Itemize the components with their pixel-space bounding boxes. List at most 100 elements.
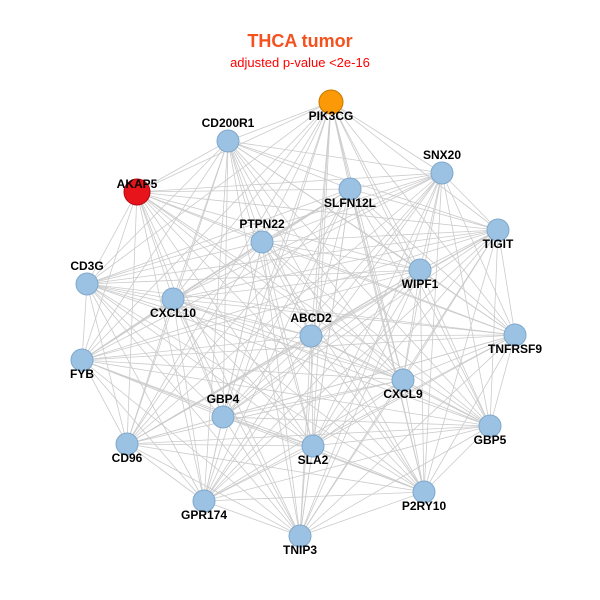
network-edge <box>126 443 301 537</box>
network-edge <box>81 172 443 361</box>
network-edge <box>497 229 516 336</box>
network-edge <box>349 188 425 493</box>
node-label-cd3g: CD3G <box>70 259 103 273</box>
network-edge <box>227 140 443 174</box>
network-edge <box>489 334 516 427</box>
network-edge <box>330 101 499 231</box>
network-edge <box>227 140 491 427</box>
network-edge <box>203 425 491 502</box>
network-edge <box>86 283 224 418</box>
network-edge <box>136 191 404 381</box>
network-edge <box>441 172 491 427</box>
network-edge <box>419 269 491 427</box>
edge-layer <box>81 101 516 537</box>
network-node-cxcl9 <box>391 368 415 392</box>
network-edge <box>261 172 443 243</box>
network-edge <box>136 191 516 336</box>
node-label-slfn12l: SLFN12L <box>324 196 376 210</box>
network-node-cd200r1 <box>216 129 240 153</box>
network-edge <box>349 188 491 427</box>
network-edge <box>222 172 443 418</box>
network-edge <box>402 379 491 427</box>
network-edge <box>203 188 351 502</box>
network-edge <box>312 445 425 493</box>
node-label-p2ry10: P2RY10 <box>402 499 447 513</box>
network-edge <box>126 172 443 445</box>
network-edge <box>402 379 425 493</box>
network-edge <box>172 269 421 300</box>
network-edge <box>126 416 224 445</box>
network-edge <box>172 229 499 300</box>
network-edge <box>172 101 332 300</box>
network-node-cd3g <box>75 272 99 296</box>
network-edge <box>203 101 332 502</box>
network-edge <box>261 241 491 427</box>
network-edge <box>222 416 314 447</box>
network-edge <box>172 172 443 300</box>
network-edge <box>86 229 499 285</box>
network-node-gbp5 <box>478 414 502 438</box>
network-edge <box>261 101 332 243</box>
network-edge <box>227 140 404 381</box>
network-edge <box>172 298 312 337</box>
network-edge <box>349 188 421 271</box>
network-edge <box>136 191 421 271</box>
network-edge <box>299 335 312 537</box>
network-node-tigit <box>486 218 510 242</box>
node-label-tnip3: TNIP3 <box>283 543 317 557</box>
network-edge <box>136 140 229 193</box>
network-edge <box>310 335 314 447</box>
network-edge <box>227 101 332 142</box>
network-edge <box>86 283 205 502</box>
network-edge <box>299 491 425 537</box>
network-node-akap5 <box>123 178 151 206</box>
network-edge <box>203 172 443 502</box>
network-edge <box>81 359 224 418</box>
network-node-ptpn22 <box>250 230 274 254</box>
network-edge <box>222 140 229 418</box>
network-edge <box>81 298 174 361</box>
network-edge <box>86 188 351 285</box>
network-edge <box>136 172 443 193</box>
network-edge <box>222 229 499 418</box>
network-node-gpr174 <box>192 489 216 513</box>
network-edge <box>203 445 314 502</box>
network-node-sla2 <box>301 434 325 458</box>
network-edge <box>261 241 404 381</box>
network-edge <box>126 443 425 493</box>
network-edge <box>222 101 332 418</box>
network-edge <box>86 140 229 285</box>
network-edge <box>136 191 491 427</box>
network-edge <box>172 298 224 418</box>
network-edge <box>312 334 516 447</box>
node-label-sla2: SLA2 <box>298 453 329 467</box>
network-edge <box>81 269 421 361</box>
network-edge <box>419 229 499 271</box>
network-edge <box>222 416 301 537</box>
label-layer: PIK3CG CD200R1 SNX20 AKAP5 SLFN12L PTPN22 TIGI… <box>70 109 542 557</box>
network-node-fyb <box>70 348 94 372</box>
node-label-tnfrsf9: TNFRSF9 <box>488 342 542 356</box>
network-edge <box>222 416 491 427</box>
network-edge <box>172 298 404 381</box>
node-label-cd96: CD96 <box>112 451 143 465</box>
network-edge <box>86 283 174 300</box>
network-edge <box>126 335 312 445</box>
network-edge <box>86 269 421 285</box>
node-layer <box>70 89 527 548</box>
network-edge <box>299 379 404 537</box>
network-edge <box>423 334 516 493</box>
chart-title: THCA tumor <box>247 31 353 51</box>
network-edge <box>126 191 138 445</box>
network-edge <box>402 269 421 381</box>
node-label-cd200r1: CD200R1 <box>202 116 255 130</box>
network-edge <box>86 283 404 381</box>
chart-subtitle: adjusted p-value <2e-16 <box>230 55 370 70</box>
network-edge <box>136 191 174 300</box>
network-edge <box>81 359 205 502</box>
network-edge <box>86 191 138 285</box>
network-edge <box>81 334 516 361</box>
network-edge <box>261 241 312 337</box>
node-label-cxcl10: CXCL10 <box>150 306 196 320</box>
